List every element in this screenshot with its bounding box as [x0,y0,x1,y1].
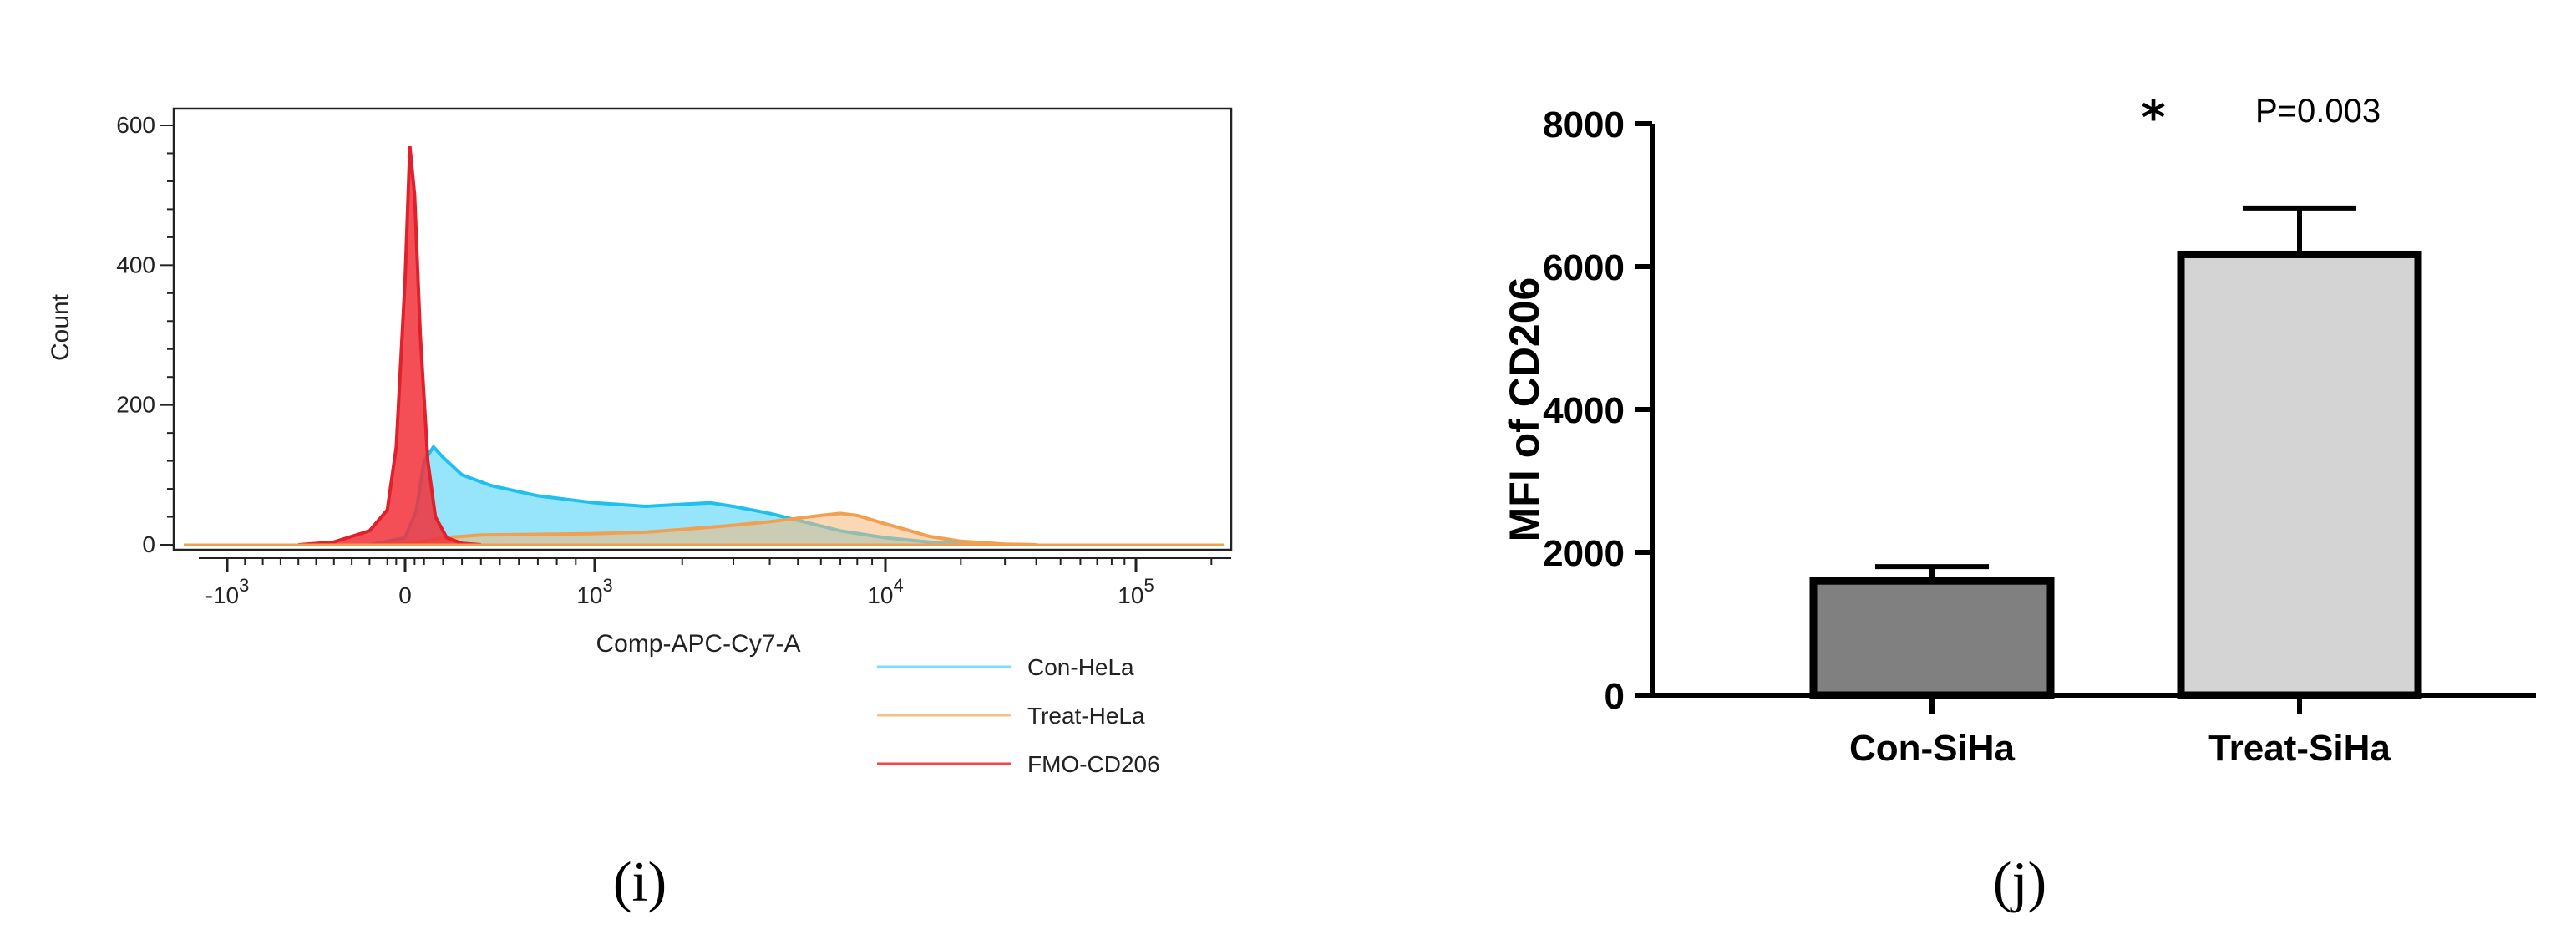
series-line-1 [369,511,1037,546]
panel-label-i: (i) [613,850,667,913]
bar-chart-panel: 0 2000 4000 6000 8000 Con-SiHa Treat-SiHa MFI… [1501,91,2536,913]
bar [2177,250,2422,699]
y-tick-label: 200 [116,392,155,418]
x-tick-label: Treat-SiHa [2208,728,2391,769]
y-tick-label: 600 [116,112,155,138]
x-tick-label: -103 [205,575,250,608]
legend-label: Con-HeLa [1027,654,1134,680]
series-line-2 [298,145,481,546]
x-tick-label: 105 [1118,575,1154,608]
histogram-x-axis-title: Comp-APC-Cy7-A [596,630,800,658]
histogram-plot-frame [172,107,1233,551]
series-area-0 [184,446,1224,545]
x-tick-label: 104 [867,575,903,608]
legend-label: Treat-HeLa [1027,703,1145,729]
bar-y-axis-title: MFI of CD206 [1501,277,1548,542]
y-tick-label: 4000 [1543,390,1625,431]
histogram-y-axis: 0 200 400 600 [116,112,174,557]
bar-series-group [1809,205,2422,699]
bar-x-axis: Con-SiHa Treat-SiHa [1849,695,2391,769]
significance-marker: * [2141,91,2165,145]
histogram-x-axis: -103 0 103 104 105 [199,557,1231,608]
panel-label-j: (j) [1993,850,2046,913]
histogram-y-axis-title: Count [47,293,74,361]
histogram-series-group [184,145,1224,546]
bar [1809,577,2055,699]
legend-label: FMO-CD206 [1027,751,1160,777]
y-tick-label: 2000 [1543,533,1625,574]
y-tick-label: 0 [1605,676,1625,717]
histogram-panel: 0 200 400 600 -103 0 103 104 105 Count Comp-APC… [47,107,1233,913]
bar-y-axis: 0 2000 4000 6000 8000 [1543,104,1652,717]
y-tick-label: 8000 [1543,104,1625,145]
series-area-2 [184,146,1224,545]
x-tick-label: 0 [398,582,412,608]
x-tick-label: 103 [576,575,612,608]
y-tick-label: 0 [142,531,155,557]
p-value-label: P=0.003 [2255,93,2381,130]
x-tick-label: Con-SiHa [1849,728,2016,769]
histogram-legend: Con-HeLa Treat-HeLa FMO-CD206 [877,654,1160,777]
y-tick-label: 6000 [1543,247,1625,288]
y-tick-label: 400 [116,252,155,277]
